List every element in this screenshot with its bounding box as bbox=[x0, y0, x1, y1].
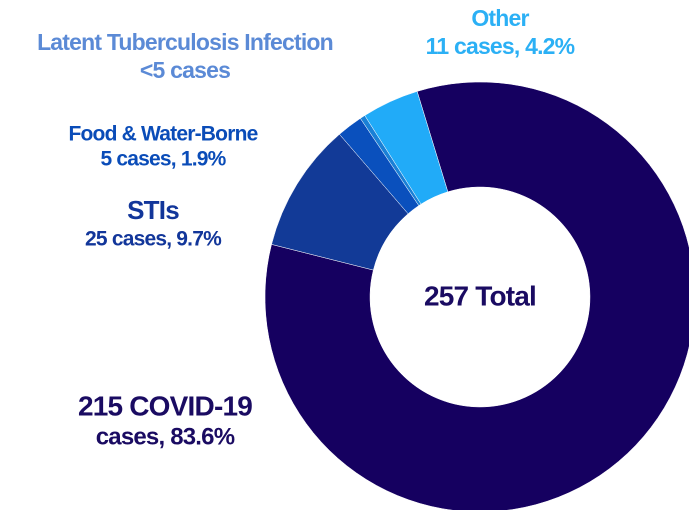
segment-value-label: 25 cases, 9.7% bbox=[85, 228, 222, 251]
donut-segment bbox=[364, 91, 449, 205]
segment-name: Other bbox=[471, 5, 529, 31]
segment-value-label: 5 cases, 1.9% bbox=[100, 148, 226, 171]
segment-name: STIs bbox=[127, 195, 179, 225]
segment-name: 215 COVID-19 bbox=[78, 390, 252, 421]
center-label: 257 Total bbox=[424, 280, 536, 311]
donut-segment bbox=[264, 81, 689, 510]
segment-value-label: 11 cases, 4.2% bbox=[426, 33, 575, 59]
segment-value-label: <5 cases bbox=[140, 57, 230, 83]
segment-name: Latent Tuberculosis Infection bbox=[37, 29, 333, 55]
segment-value-label: cases, 83.6% bbox=[96, 423, 235, 450]
segment-name: Food & Water-Borne bbox=[69, 123, 258, 146]
